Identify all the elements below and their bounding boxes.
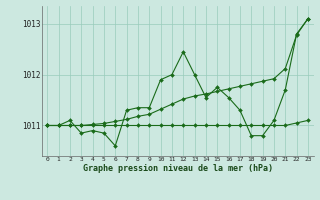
X-axis label: Graphe pression niveau de la mer (hPa): Graphe pression niveau de la mer (hPa) bbox=[83, 164, 273, 173]
